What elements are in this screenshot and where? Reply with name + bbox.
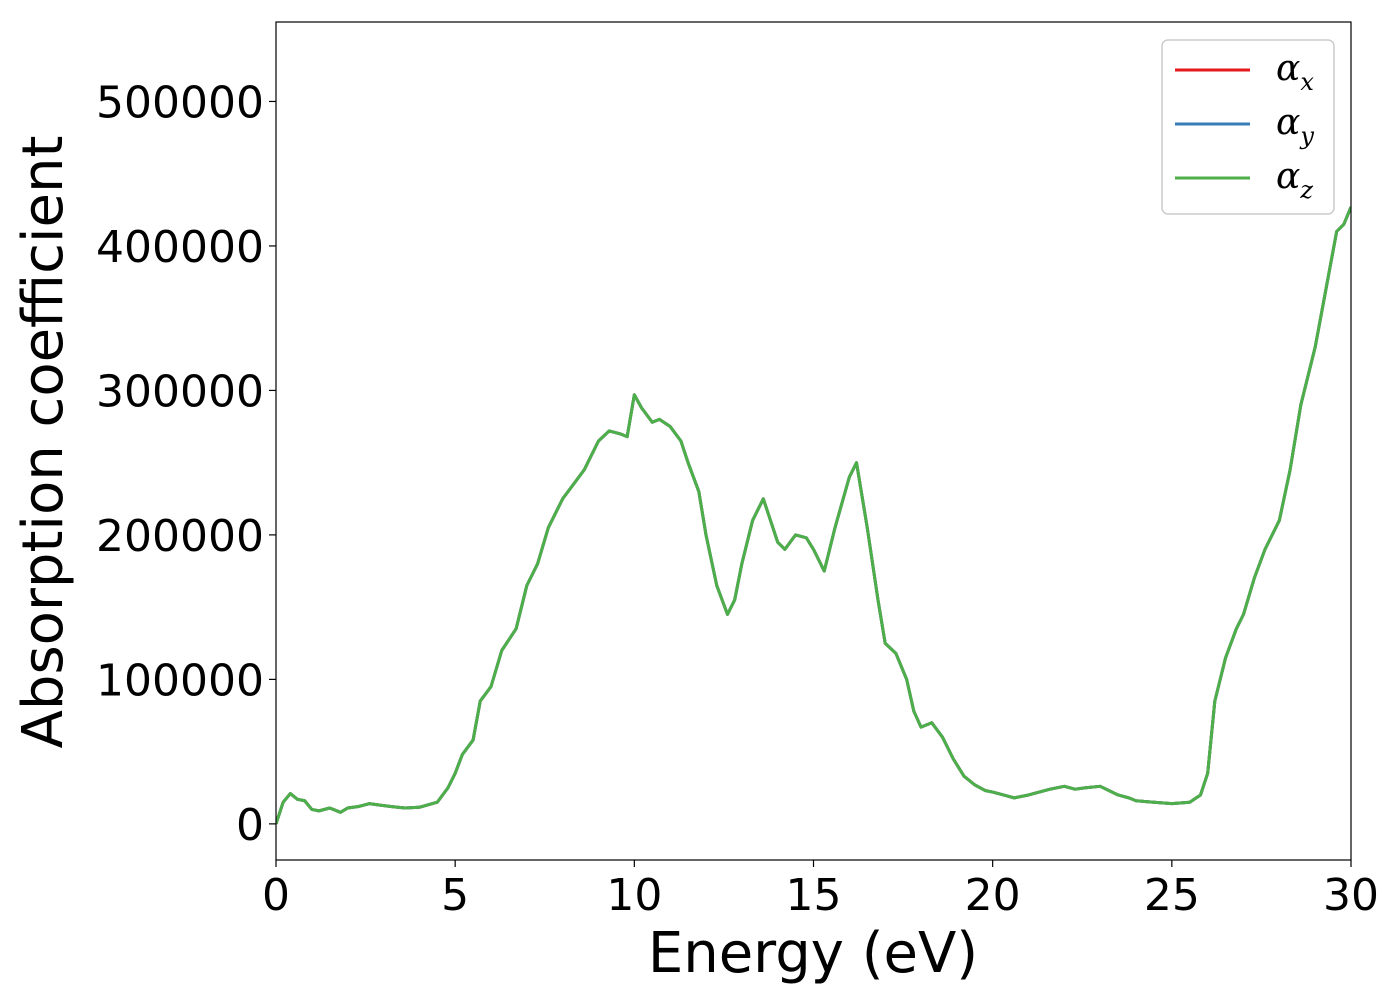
x-axis: 0 5 10 15 20 25 30 bbox=[262, 860, 1379, 921]
y-axis: 0 100000 200000 300000 400000 500000 bbox=[96, 77, 276, 851]
series-line-z bbox=[276, 206, 1351, 825]
series-line-y bbox=[276, 206, 1351, 825]
x-tick-label: 0 bbox=[262, 870, 290, 921]
x-tick-label: 25 bbox=[1144, 870, 1200, 921]
x-tick-label: 30 bbox=[1323, 870, 1379, 921]
y-axis-title: Absorption coefficient bbox=[11, 136, 76, 749]
y-tick-label: 100000 bbox=[96, 655, 264, 706]
series-line-x bbox=[276, 206, 1351, 825]
y-tick-label: 200000 bbox=[96, 511, 264, 562]
y-tick-label: 0 bbox=[236, 800, 264, 851]
y-tick-label: 500000 bbox=[96, 77, 264, 128]
y-tick-label: 300000 bbox=[96, 366, 264, 417]
x-tick-label: 20 bbox=[965, 870, 1021, 921]
y-tick-label: 400000 bbox=[96, 222, 264, 273]
legend-box bbox=[1161, 39, 1335, 215]
x-tick-label: 5 bbox=[441, 870, 469, 921]
x-axis-title: Energy (eV) bbox=[648, 921, 978, 986]
x-tick-label: 15 bbox=[786, 870, 842, 921]
x-tick-label: 10 bbox=[606, 870, 662, 921]
